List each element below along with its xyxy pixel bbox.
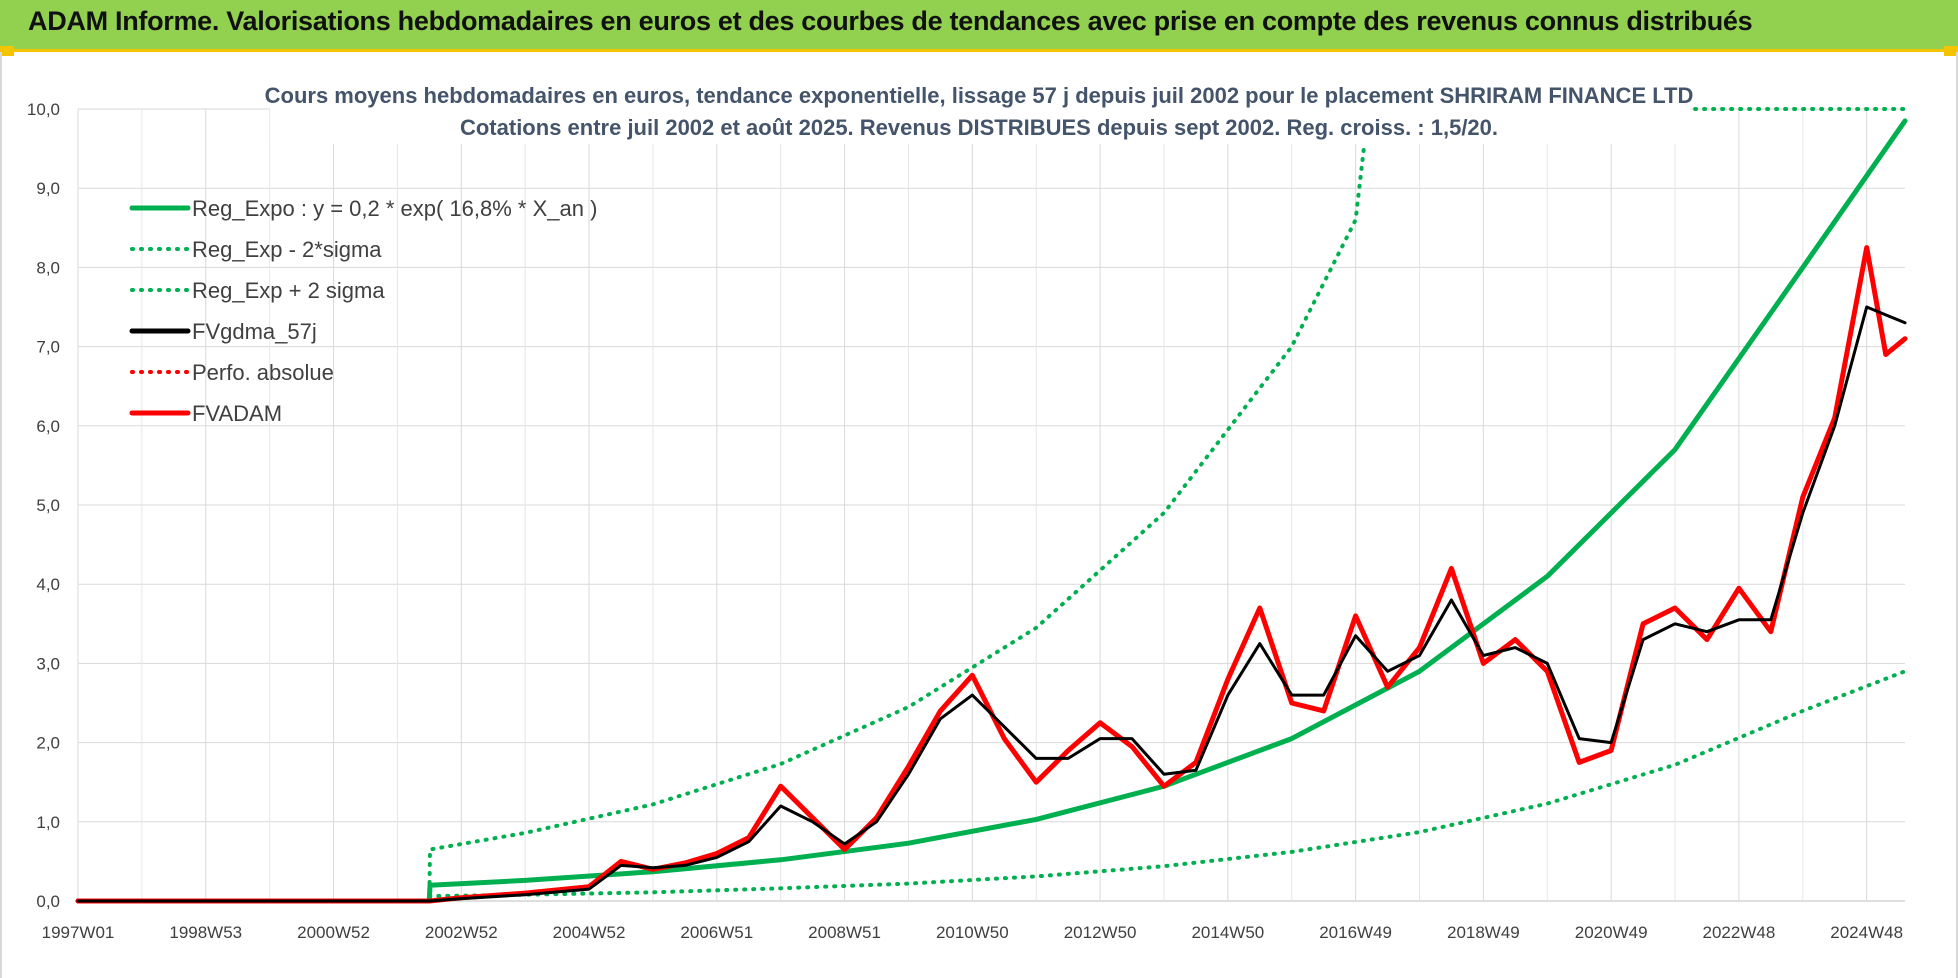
- series-line-1: [427, 669, 1907, 899]
- y-tick-label: 0,0: [36, 892, 60, 911]
- report-banner: ADAM Informe. Valorisations hebdomadaire…: [0, 0, 1958, 52]
- x-tick-label: 2020W49: [1575, 923, 1648, 942]
- legend-label: Perfo. absolue: [192, 360, 334, 385]
- x-tick-label: 2012W50: [1064, 923, 1137, 942]
- x-tick-label: 2010W50: [936, 923, 1009, 942]
- y-tick-label: 2,0: [36, 734, 60, 753]
- legend-label: FVADAM: [192, 401, 282, 426]
- corner-mark-left: [0, 46, 14, 56]
- series-line-5: [75, 245, 1908, 904]
- x-tick-label: 2022W48: [1703, 923, 1776, 942]
- x-tick-label: 1998W53: [169, 923, 242, 942]
- x-tick-label: 2016W49: [1319, 923, 1392, 942]
- y-tick-label: 3,0: [36, 654, 60, 673]
- x-tick-label: 2002W52: [425, 923, 498, 942]
- series-line-2: [427, 107, 1907, 903]
- y-tick-label: 8,0: [36, 258, 60, 277]
- legend-label: Reg_Exp + 2 sigma: [192, 278, 385, 303]
- y-tick-label: 10,0: [27, 100, 60, 119]
- legend-label: Reg_Exp - 2*sigma: [192, 237, 382, 262]
- x-tick-label: 2004W52: [553, 923, 626, 942]
- report-title: ADAM Informe. Valorisations hebdomadaire…: [28, 6, 1753, 36]
- legend-label: FVgdma_57j: [192, 319, 317, 344]
- y-tick-label: 4,0: [36, 575, 60, 594]
- chart-title: Cours moyens hebdomadaires en euros, ten…: [265, 83, 1694, 108]
- y-tick-label: 7,0: [36, 338, 60, 357]
- y-tick-label: 5,0: [36, 496, 60, 515]
- x-tick-label: 2018W49: [1447, 923, 1520, 942]
- y-tick-label: 1,0: [36, 813, 60, 832]
- chart-area: 0,0 1,0 2,0 3,0 4,0 5,0 6,0 7,0 8,0 9,0 10,0 1997W0…: [0, 52, 1958, 978]
- line-chart: 0,0 1,0 2,0 3,0 4,0 5,0 6,0 7,0 8,0 9,0 10,0 1997W0…: [27, 76, 1908, 942]
- title-backing: [270, 76, 1690, 144]
- series-line-3: [76, 305, 1907, 903]
- x-tick-label: 2008W51: [808, 923, 881, 942]
- x-tick-label: 2000W52: [297, 923, 370, 942]
- x-tick-label: 1997W01: [42, 923, 115, 942]
- y-tick-label: 6,0: [36, 417, 60, 436]
- y-tick-label: 9,0: [36, 179, 60, 198]
- legend-label: Reg_Expo : y = 0,2 * exp( 16,8% * X_an ): [192, 196, 597, 221]
- corner-mark-right: [1944, 46, 1958, 56]
- chart-subtitle: Cotations entre juil 2002 et août 2025. …: [460, 115, 1498, 140]
- series-line-0: [75, 118, 1908, 904]
- x-tick-label: 2006W51: [680, 923, 753, 942]
- x-tick-label: 2014W50: [1191, 923, 1264, 942]
- x-tick-label: 2024W48: [1830, 923, 1903, 942]
